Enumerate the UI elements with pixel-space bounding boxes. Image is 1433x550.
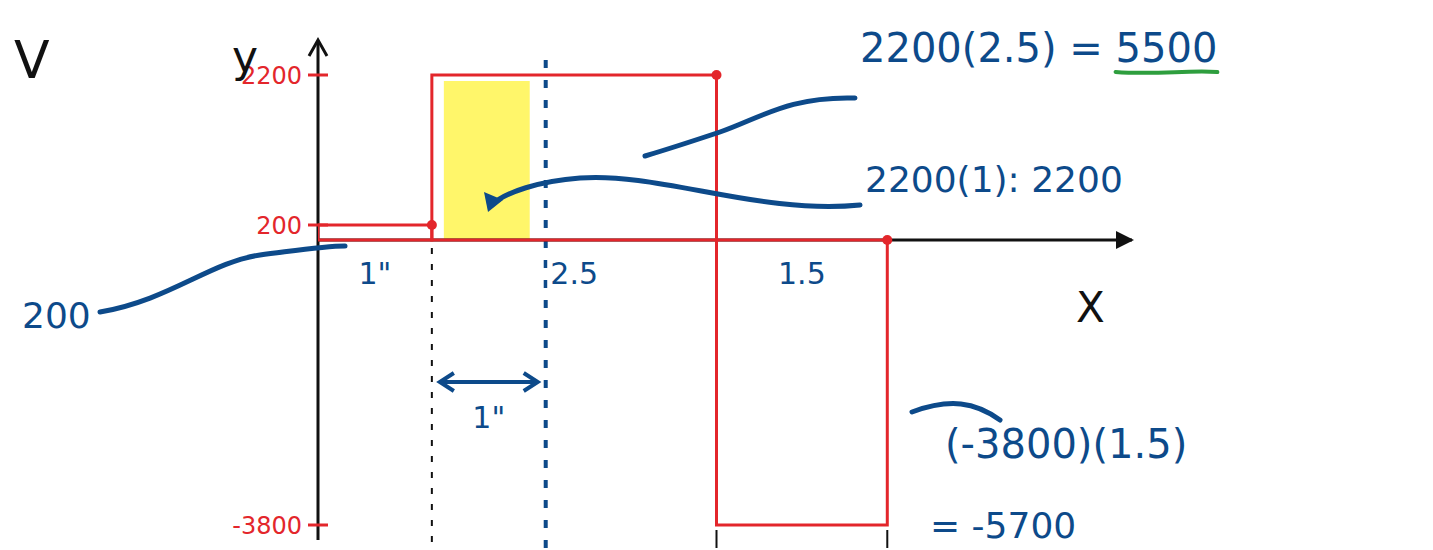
y-tick — [308, 74, 328, 77]
label-bg — [775, 256, 829, 291]
bin-label: 1.5 — [778, 256, 826, 291]
span-arrowhead — [524, 373, 538, 391]
annotation: 200 — [22, 295, 91, 336]
leader-line — [912, 404, 1000, 420]
leader-line — [492, 177, 860, 206]
y-tick-label: 200 — [256, 212, 302, 240]
bar — [432, 75, 717, 240]
y-tick-label: -3800 — [232, 512, 302, 540]
y-axis-label: y — [232, 31, 258, 82]
x-axis-arrow — [1116, 231, 1134, 249]
annotation: 1" — [472, 400, 505, 435]
leader-arrowhead — [484, 192, 503, 212]
label-bg — [547, 256, 601, 291]
underline — [1116, 72, 1218, 73]
guide-line — [544, 60, 548, 548]
bin-label: 1" — [358, 256, 391, 291]
corner-dot — [712, 70, 722, 80]
bar — [318, 225, 432, 240]
bin-label: 2.5 — [550, 256, 598, 291]
corner-dot — [882, 235, 892, 245]
y-tick — [308, 524, 328, 527]
span-arrowhead — [440, 373, 454, 391]
bar — [717, 240, 888, 525]
bars — [318, 75, 887, 525]
title: V — [14, 30, 50, 90]
annotation: = -5700 — [930, 505, 1076, 546]
span-arrow — [440, 380, 538, 384]
chart: -380020022001"2.51.5VyX2200(2.5) = 55002… — [0, 0, 1433, 550]
y-axis-arrow — [309, 40, 327, 56]
label-bg — [355, 256, 394, 291]
annotation: 2200(2.5) = 5500 — [860, 25, 1217, 71]
annotation: 2200(1): 2200 — [865, 159, 1123, 200]
leader-line — [100, 246, 345, 312]
leader-line — [645, 98, 855, 156]
x-axis-label: X — [1076, 283, 1105, 332]
highlight — [444, 81, 530, 240]
corner-dot — [427, 220, 437, 230]
guide-line — [886, 530, 888, 548]
y-tick — [308, 224, 328, 227]
y-axis — [317, 42, 320, 540]
annotation: (-3800)(1.5) — [945, 421, 1187, 467]
guide-line — [716, 530, 718, 548]
guide-line — [431, 248, 433, 548]
